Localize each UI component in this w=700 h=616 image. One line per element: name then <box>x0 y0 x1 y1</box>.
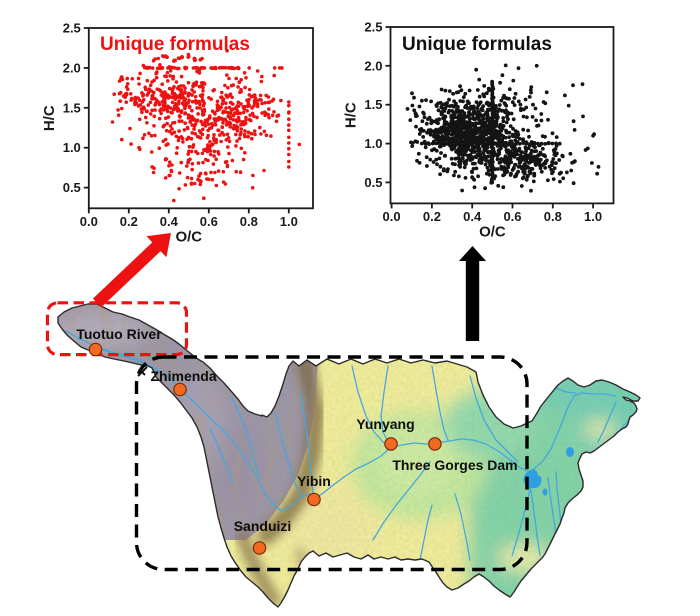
svg-text:O/C: O/C <box>479 223 506 240</box>
svg-text:Unique formulas: Unique formulas <box>100 34 250 55</box>
svg-text:0.4: 0.4 <box>160 214 179 229</box>
svg-text:Yibin: Yibin <box>297 473 331 489</box>
svg-text:0.2: 0.2 <box>423 209 441 224</box>
svg-text:0.8: 0.8 <box>240 214 258 229</box>
svg-text:1.5: 1.5 <box>364 97 382 112</box>
svg-text:H/C: H/C <box>41 105 58 131</box>
svg-text:0.8: 0.8 <box>544 209 562 224</box>
svg-text:Three Gorges Dam: Three Gorges Dam <box>392 457 517 473</box>
svg-text:1.5: 1.5 <box>63 100 81 115</box>
svg-text:Sanduizi: Sanduizi <box>234 518 292 534</box>
svg-text:2.5: 2.5 <box>63 21 81 36</box>
svg-text:0.6: 0.6 <box>503 209 521 224</box>
svg-text:2.5: 2.5 <box>364 20 382 35</box>
svg-text:Zhimenda: Zhimenda <box>151 368 217 384</box>
svg-text:0.2: 0.2 <box>120 214 138 229</box>
svg-text:O/C: O/C <box>175 228 202 245</box>
svg-text:0.6: 0.6 <box>200 214 218 229</box>
svg-text:0.5: 0.5 <box>364 175 382 190</box>
svg-text:Yunyang: Yunyang <box>356 416 414 432</box>
svg-text:2.0: 2.0 <box>63 60 81 75</box>
svg-text:1.0: 1.0 <box>364 136 382 151</box>
svg-text:0.4: 0.4 <box>463 209 482 224</box>
svg-text:0.0: 0.0 <box>80 214 98 229</box>
svg-text:H/C: H/C <box>343 102 360 128</box>
svg-text:1.0: 1.0 <box>280 214 298 229</box>
svg-text:0.5: 0.5 <box>63 180 81 195</box>
svg-text:0.0: 0.0 <box>383 209 401 224</box>
svg-text:1.0: 1.0 <box>584 209 602 224</box>
svg-text:Unique formulas: Unique formulas <box>402 34 552 55</box>
svg-text:Tuotuo River: Tuotuo River <box>76 326 162 342</box>
svg-text:2.0: 2.0 <box>364 58 382 73</box>
svg-text:1.0: 1.0 <box>63 140 81 155</box>
